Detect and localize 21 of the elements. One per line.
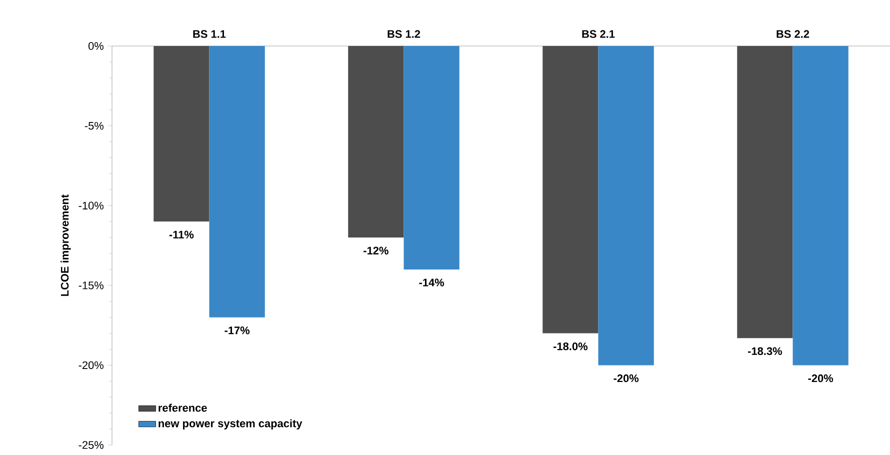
y-tick-label: -15%: [78, 282, 104, 290]
y-tick-label: -25%: [78, 441, 104, 449]
x-tick-label: BS 1.2: [388, 30, 420, 38]
legend-label: new power system capacity: [158, 419, 302, 430]
data-label: -12%: [364, 246, 388, 254]
data-label: -11%: [169, 230, 194, 238]
x-tick-label: BS 2.2: [776, 30, 810, 38]
y-tick-label: 0%: [88, 42, 104, 50]
y-axis-title: LCOE improvement: [60, 194, 71, 296]
data-label: -18.0%: [554, 342, 588, 350]
data-label: -17%: [224, 326, 250, 334]
data-label: -20%: [808, 374, 834, 382]
data-label: -14%: [419, 278, 444, 286]
y-tick-label: -10%: [78, 202, 104, 210]
data-label: -20%: [614, 374, 639, 382]
legend-label: reference: [158, 404, 207, 412]
data-label: -18.3%: [748, 347, 782, 356]
y-tick-label: -20%: [78, 361, 104, 370]
x-tick-label: BS 2.1: [582, 30, 615, 38]
y-tick-label: -5%: [84, 122, 104, 130]
x-tick-label: BS 1.1: [193, 30, 226, 38]
